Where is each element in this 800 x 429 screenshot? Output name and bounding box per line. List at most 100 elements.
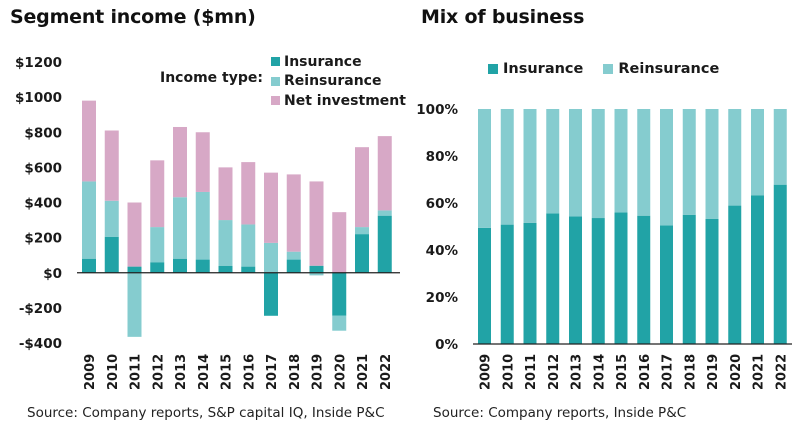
y-tick-label: $600	[24, 160, 62, 176]
bar-segment-reinsurance	[195, 191, 210, 260]
legend-label: Net investment	[284, 92, 406, 109]
bar-segment-net-investment	[264, 172, 278, 243]
x-tick-label: 2021	[752, 354, 767, 390]
bar-segment-insurance	[355, 234, 369, 273]
bar-segment-insurance	[728, 205, 742, 344]
x-tick-label: 2018	[683, 354, 698, 390]
legend-label: Insurance	[503, 61, 584, 77]
x-tick-label: 2017	[661, 354, 676, 390]
bar-segment-reinsurance	[173, 197, 187, 259]
x-tick-label: 2016	[242, 354, 257, 390]
y-tick-label: $0	[43, 266, 62, 282]
bar-segment-reinsurance	[241, 224, 256, 267]
bar-segment-insurance	[195, 259, 210, 273]
bar-segment-reinsurance	[523, 109, 537, 223]
legend-swatch-reinsurance	[603, 64, 614, 74]
bar-segment-net-investment	[332, 212, 347, 273]
bar-segment-insurance	[286, 259, 301, 273]
bar-segment-reinsurance	[104, 200, 119, 237]
legend-item-net-investment: Net investment	[271, 91, 406, 111]
bar-segment-reinsurance	[264, 242, 278, 273]
mix-of-business-legend: Insurance Reinsurance	[488, 61, 739, 77]
mix-of-business-source: Source: Company reports, Inside P&C	[433, 405, 687, 421]
x-tick-label: 2015	[615, 354, 630, 390]
bar-segment-insurance	[660, 225, 673, 344]
bar-segment-net-investment	[82, 100, 96, 182]
bar-segment-insurance	[264, 272, 278, 316]
bar-segment-reinsurance	[660, 109, 673, 226]
bar-segment-insurance	[705, 218, 719, 344]
x-tick-label: 2022	[774, 354, 789, 390]
y-tick-label: $800	[24, 125, 62, 141]
y-tick-label: $1000	[15, 90, 62, 106]
x-tick-label: 2009	[479, 354, 494, 390]
x-tick-label: 2011	[129, 354, 144, 390]
bar-segment-reinsurance	[150, 227, 165, 263]
bar-segment-reinsurance	[546, 109, 560, 214]
bar-segment-net-investment	[127, 202, 142, 267]
bar-segment-insurance	[773, 184, 787, 344]
y-tick-label: -$400	[19, 336, 62, 352]
bar-segment-insurance	[104, 236, 119, 273]
y-tick-label: $400	[24, 196, 62, 212]
bar-segment-reinsurance	[728, 109, 742, 206]
legend-item-insurance: Insurance	[488, 61, 583, 77]
bar-segment-net-investment	[377, 136, 392, 211]
bar-segment-insurance	[377, 215, 392, 273]
bar-segment-net-investment	[309, 181, 324, 266]
bar-segment-reinsurance	[218, 220, 233, 266]
x-tick-label: 2012	[151, 354, 166, 390]
x-tick-label: 2019	[311, 354, 326, 390]
bar-segment-insurance	[500, 224, 514, 344]
legend-swatch-insurance	[271, 57, 280, 67]
x-tick-label: 2013	[174, 354, 189, 390]
x-tick-label: 2020	[729, 354, 744, 390]
bar-segment-reinsurance	[82, 181, 96, 259]
bar-segment-insurance	[332, 272, 347, 316]
legend-swatch-insurance	[488, 64, 498, 74]
bar-segment-reinsurance	[614, 109, 628, 213]
bar-segment-reinsurance	[637, 109, 651, 216]
x-tick-label: 2016	[638, 354, 653, 390]
legend-item-insurance: Insurance	[271, 52, 406, 72]
x-tick-label: 2013	[570, 354, 585, 390]
legend-item-reinsurance: Reinsurance	[271, 72, 406, 92]
bar-segment-insurance	[173, 258, 187, 273]
bar-segment-reinsurance	[377, 210, 392, 216]
bar-segment-net-investment	[218, 167, 233, 221]
bar-segment-insurance	[637, 215, 651, 344]
bar-segment-reinsurance	[286, 251, 301, 260]
bar-segment-reinsurance	[332, 315, 347, 331]
x-tick-label: 2010	[106, 354, 121, 390]
x-tick-label: 2011	[524, 354, 539, 390]
x-tick-label: 2019	[706, 354, 721, 390]
x-tick-label: 2014	[592, 354, 607, 390]
x-tick-label: 2015	[220, 354, 235, 390]
bar-segment-net-investment	[286, 174, 301, 252]
y-tick-label: 80%	[426, 149, 459, 165]
bar-segment-insurance	[682, 214, 696, 344]
legend-item-reinsurance: Reinsurance	[603, 61, 719, 77]
bar-segment-net-investment	[355, 147, 369, 228]
mix-of-business-title: Mix of business	[421, 6, 585, 28]
bar-segment-reinsurance	[309, 272, 324, 276]
legend-swatch-reinsurance	[271, 76, 280, 86]
legend-swatch-net-investment	[271, 96, 280, 106]
x-tick-label: 2022	[379, 354, 394, 390]
y-tick-label: 100%	[416, 102, 458, 118]
legend-label: Reinsurance	[284, 73, 382, 90]
y-tick-label: 60%	[426, 196, 459, 212]
bar-segment-reinsurance	[569, 109, 582, 217]
legend-title: Income type:	[160, 70, 263, 86]
bar-segment-insurance	[569, 216, 582, 344]
x-tick-label: 2017	[265, 354, 280, 390]
y-tick-label: 20%	[426, 290, 459, 306]
segment-income-title: Segment income ($mn)	[10, 6, 256, 28]
bar-segment-net-investment	[150, 160, 165, 228]
x-tick-label: 2010	[501, 354, 516, 390]
x-tick-label: 2009	[83, 354, 98, 390]
bar-segment-reinsurance	[478, 109, 491, 228]
bar-segment-insurance	[478, 227, 491, 344]
bar-segment-net-investment	[241, 162, 256, 225]
